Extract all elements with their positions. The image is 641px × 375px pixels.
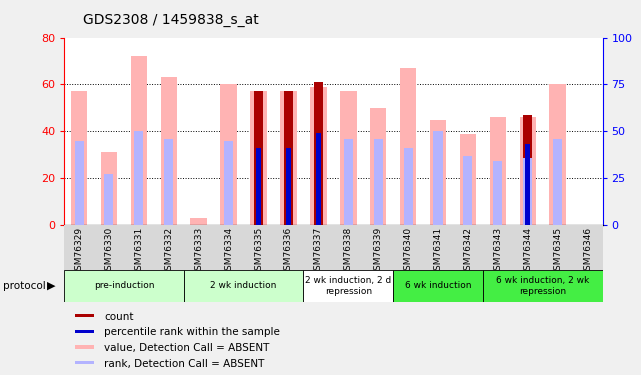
Bar [131,56,147,225]
Bar [190,218,207,225]
Text: ▶: ▶ [47,281,56,291]
Text: count: count [104,312,134,322]
Text: GSM76334: GSM76334 [224,227,233,276]
Text: GSM76331: GSM76331 [135,227,144,276]
Bar [400,68,417,225]
Text: GSM76343: GSM76343 [494,227,503,276]
Bar [483,270,603,302]
Bar [135,131,144,225]
Text: GSM76330: GSM76330 [104,227,113,276]
Text: GSM76329: GSM76329 [74,227,83,276]
Bar [460,134,476,225]
Text: 2 wk induction, 2 d
repression: 2 wk induction, 2 d repression [305,276,392,296]
Bar [344,139,353,225]
Bar [71,92,87,225]
Bar [370,108,387,225]
Text: GDS2308 / 1459838_s_at: GDS2308 / 1459838_s_at [83,13,259,27]
Bar [75,314,94,317]
Text: GSM76342: GSM76342 [463,227,472,276]
Bar [315,133,321,225]
Bar [75,361,94,364]
Bar [64,270,184,302]
Text: protocol: protocol [3,281,46,291]
Text: GSM76346: GSM76346 [583,227,592,276]
Bar [280,92,297,225]
Text: percentile rank within the sample: percentile rank within the sample [104,327,280,337]
Bar [101,152,117,225]
Bar [463,156,472,225]
Bar [250,92,267,225]
Bar [104,174,113,225]
Text: GSM76344: GSM76344 [523,227,532,276]
Bar [433,131,442,225]
Text: value, Detection Call = ABSENT: value, Detection Call = ABSENT [104,343,270,353]
Text: GSM76338: GSM76338 [344,227,353,276]
Bar [314,82,323,225]
Bar [286,148,291,225]
Bar [549,84,566,225]
Bar [164,139,173,225]
Text: 2 wk induction: 2 wk induction [210,281,277,290]
Bar [374,139,383,225]
Bar [75,330,94,333]
Bar [74,141,83,225]
Bar [184,270,303,302]
Bar [519,117,536,225]
Bar [404,148,413,225]
Bar [303,270,393,302]
Text: 6 wk induction: 6 wk induction [404,281,471,290]
Text: GSM76336: GSM76336 [284,227,293,276]
Bar [523,158,532,225]
Bar [284,92,293,225]
Bar [393,270,483,302]
Bar [429,120,446,225]
Bar [523,115,532,225]
Text: GSM76333: GSM76333 [194,227,203,276]
Bar [256,148,262,225]
Bar [553,139,562,225]
Text: pre-induction: pre-induction [94,281,154,290]
Bar [160,77,177,225]
Text: 6 wk induction, 2 wk
repression: 6 wk induction, 2 wk repression [496,276,589,296]
Bar [75,345,94,349]
Text: %: % [640,24,641,34]
Text: GSM76335: GSM76335 [254,227,263,276]
Bar [340,92,356,225]
Text: GSM76345: GSM76345 [553,227,562,276]
Bar [490,117,506,225]
Bar [310,87,326,225]
Bar [525,144,531,225]
Text: GSM76332: GSM76332 [164,227,173,276]
Text: GSM76337: GSM76337 [314,227,323,276]
Text: GSM76340: GSM76340 [404,227,413,276]
Text: GSM76339: GSM76339 [374,227,383,276]
Bar [221,84,237,225]
Bar [254,92,263,225]
Text: GSM76341: GSM76341 [433,227,442,276]
Bar [224,141,233,225]
Text: rank, Detection Call = ABSENT: rank, Detection Call = ABSENT [104,358,265,369]
Bar [494,161,503,225]
